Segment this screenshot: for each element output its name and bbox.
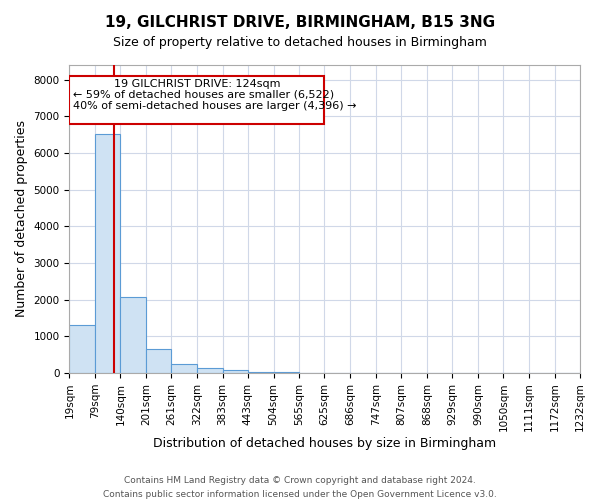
Text: Contains HM Land Registry data © Crown copyright and database right 2024.
Contai: Contains HM Land Registry data © Crown c… <box>103 476 497 498</box>
Text: 40% of semi-detached houses are larger (4,396) →: 40% of semi-detached houses are larger (… <box>73 101 356 111</box>
X-axis label: Distribution of detached houses by size in Birmingham: Distribution of detached houses by size … <box>153 437 496 450</box>
Text: 19 GILCHRIST DRIVE: 124sqm: 19 GILCHRIST DRIVE: 124sqm <box>113 79 280 89</box>
Bar <box>146 349 171 373</box>
Text: ← 59% of detached houses are smaller (6,522): ← 59% of detached houses are smaller (6,… <box>73 90 334 100</box>
Bar <box>70 326 95 373</box>
Bar <box>70 76 325 124</box>
Bar <box>248 372 274 373</box>
Bar <box>121 297 146 373</box>
Bar <box>223 370 248 373</box>
Text: 19, GILCHRIST DRIVE, BIRMINGHAM, B15 3NG: 19, GILCHRIST DRIVE, BIRMINGHAM, B15 3NG <box>105 15 495 30</box>
Bar <box>95 134 121 373</box>
Bar <box>171 364 197 373</box>
Bar <box>274 372 299 373</box>
Text: Size of property relative to detached houses in Birmingham: Size of property relative to detached ho… <box>113 36 487 49</box>
Bar <box>197 368 223 373</box>
Y-axis label: Number of detached properties: Number of detached properties <box>15 120 28 318</box>
